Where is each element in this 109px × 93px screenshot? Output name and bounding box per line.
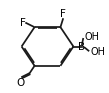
Text: B: B xyxy=(78,41,86,52)
Text: F: F xyxy=(60,9,66,19)
Text: OH: OH xyxy=(90,47,105,57)
Text: O: O xyxy=(17,78,25,88)
Text: OH: OH xyxy=(84,32,99,42)
Text: F: F xyxy=(20,18,26,28)
